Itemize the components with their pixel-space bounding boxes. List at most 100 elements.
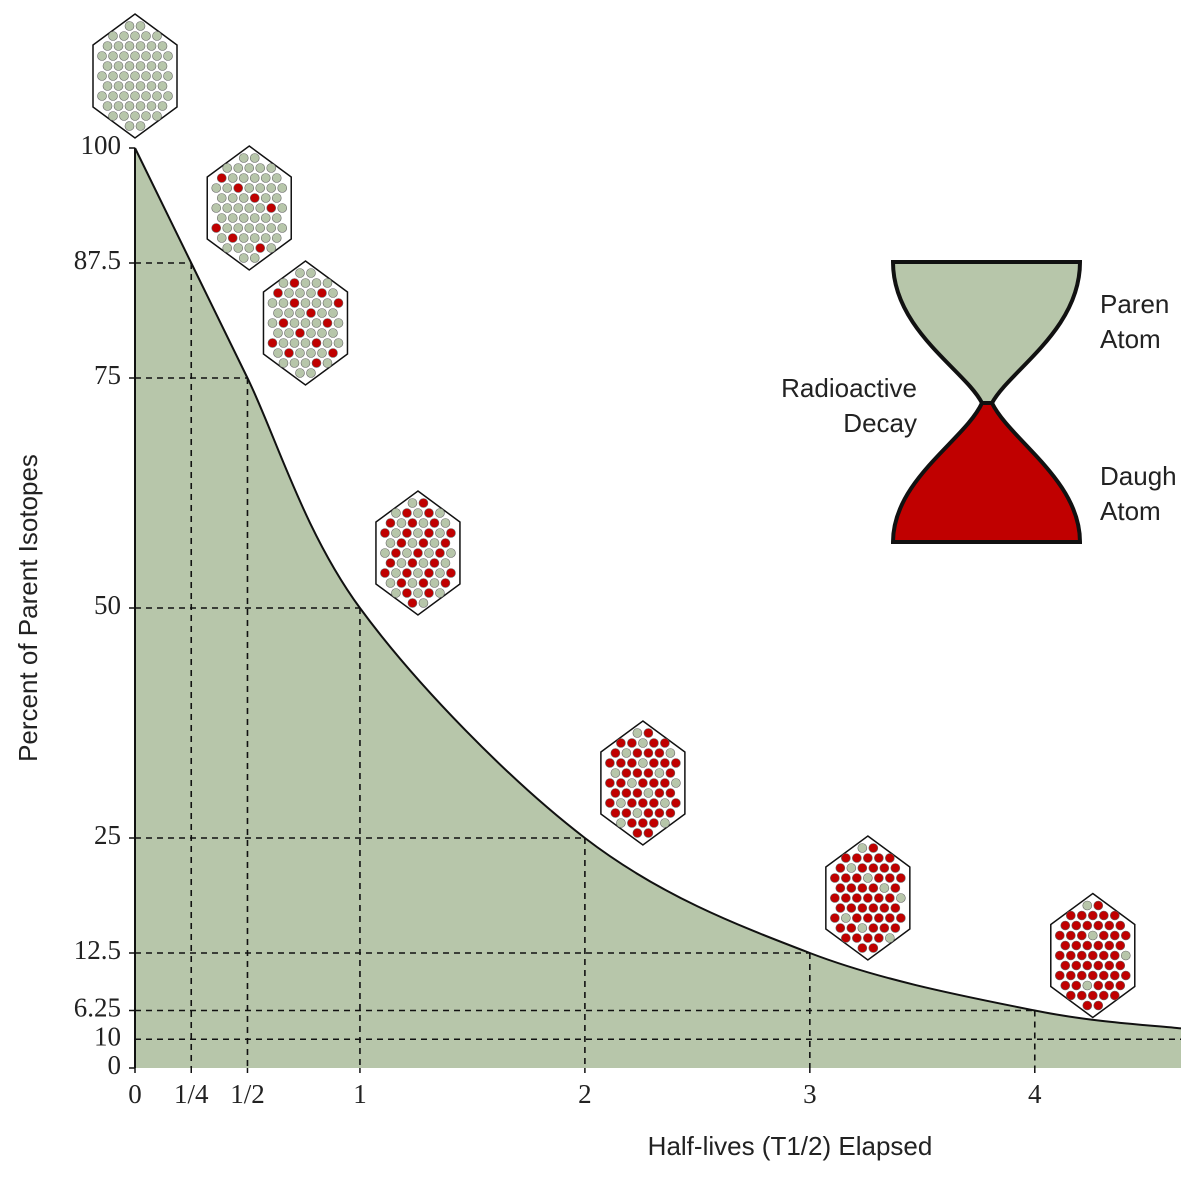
atom [278, 184, 287, 193]
x-tick-label: 0 [128, 1079, 142, 1109]
atom [142, 32, 151, 41]
atom [655, 749, 664, 758]
atom [397, 519, 406, 528]
atom [295, 329, 304, 338]
atom [836, 904, 845, 913]
atom [256, 164, 265, 173]
atom [272, 194, 281, 203]
atom [328, 309, 337, 318]
atom [1105, 981, 1114, 990]
y-axis-label: Percent of Parent Isotopes [13, 454, 43, 762]
atom [136, 42, 145, 51]
atom [250, 174, 259, 183]
atom [880, 904, 889, 913]
atom [234, 244, 243, 253]
atom [217, 194, 226, 203]
atom [633, 769, 642, 778]
atom [435, 549, 444, 558]
atom [147, 82, 156, 91]
y-tick-label: 25 [94, 820, 121, 850]
atom [312, 299, 321, 308]
atom [120, 32, 129, 41]
atom [660, 759, 669, 768]
atom [267, 204, 276, 213]
atom [605, 779, 614, 788]
atom [644, 789, 653, 798]
atom [1066, 991, 1075, 1000]
atom [397, 539, 406, 548]
legend-parent: Paren [1100, 289, 1169, 319]
atom [869, 884, 878, 893]
x-tick-label: 3 [803, 1079, 817, 1109]
atom [125, 82, 134, 91]
atom [306, 269, 315, 278]
atom [142, 52, 151, 61]
atom [616, 779, 625, 788]
atom [131, 112, 140, 121]
atom [435, 589, 444, 598]
atom [896, 914, 905, 923]
atom [424, 529, 433, 538]
x-tick-label: 2 [578, 1079, 592, 1109]
atom [885, 874, 894, 883]
atom [228, 214, 237, 223]
atom [649, 779, 658, 788]
atom [633, 789, 642, 798]
atom [836, 864, 845, 873]
atom [649, 759, 658, 768]
atom [1110, 951, 1119, 960]
atom [239, 234, 248, 243]
y-tick-label: 12.5 [74, 935, 121, 965]
atom [312, 319, 321, 328]
atom [125, 62, 134, 71]
atom [131, 72, 140, 81]
y-tick-label: 87.5 [74, 245, 121, 275]
atom [306, 329, 315, 338]
atom [880, 884, 889, 893]
atom [380, 569, 389, 578]
atom [1116, 961, 1125, 970]
atom [391, 589, 400, 598]
atom [323, 359, 332, 368]
atom [312, 279, 321, 288]
atom [312, 359, 321, 368]
atom [1116, 981, 1125, 990]
atom [435, 529, 444, 538]
atom [153, 92, 162, 101]
atom [847, 884, 856, 893]
atom [852, 914, 861, 923]
atom [317, 349, 326, 358]
atom [234, 224, 243, 233]
atom [136, 102, 145, 111]
atom [858, 884, 867, 893]
atom [633, 729, 642, 738]
atom [446, 529, 455, 538]
legend-daughter: Atom [1100, 496, 1161, 526]
atom [1094, 981, 1103, 990]
atom [103, 62, 112, 71]
atom [279, 319, 288, 328]
atom [611, 769, 620, 778]
atom [120, 72, 129, 81]
atom [98, 52, 107, 61]
atom [164, 92, 173, 101]
atom [644, 749, 653, 758]
atom [1105, 921, 1114, 930]
atom [446, 549, 455, 558]
atom [638, 819, 647, 828]
atom [841, 914, 850, 923]
atom [419, 519, 428, 528]
atom [666, 769, 675, 778]
atom [290, 339, 299, 348]
atom [278, 224, 287, 233]
x-tick-label: 1/4 [174, 1079, 209, 1109]
atom [136, 122, 145, 131]
atom [212, 204, 221, 213]
atom [153, 32, 162, 41]
atom [386, 579, 395, 588]
atom [279, 339, 288, 348]
atom [660, 799, 669, 808]
atom [885, 854, 894, 863]
atom [874, 894, 883, 903]
atom [446, 569, 455, 578]
